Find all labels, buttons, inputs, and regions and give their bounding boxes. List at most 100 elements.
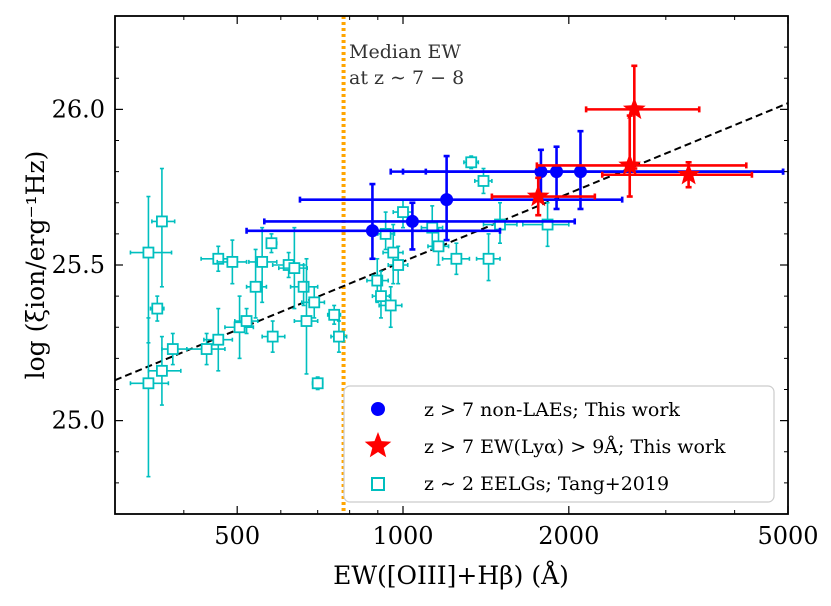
eelg-marker bbox=[384, 299, 397, 312]
eelg-marker bbox=[375, 290, 387, 303]
eelg-marker bbox=[465, 156, 478, 169]
legend-marker-star bbox=[364, 432, 392, 458]
eelg-marker bbox=[541, 218, 554, 231]
median-annotation-line2: at z ∼ 7 − 8 bbox=[349, 67, 464, 89]
lae-star-marker bbox=[622, 97, 646, 120]
eelg-marker bbox=[266, 330, 279, 343]
series-0-point-0 bbox=[245, 182, 502, 261]
eelg-marker bbox=[311, 377, 324, 390]
eelg-marker bbox=[240, 315, 253, 327]
series-2-point-3 bbox=[129, 317, 170, 478]
legend-label-lae-stars: z > 7 EW(Lyα) > 9Å; This work bbox=[424, 436, 726, 458]
series-2-point-35 bbox=[473, 167, 493, 195]
x-tick-label: 2000 bbox=[538, 522, 599, 550]
lae-star-marker bbox=[677, 162, 700, 185]
series-2-point-17 bbox=[278, 226, 309, 310]
legend-marker-circle bbox=[371, 402, 385, 416]
series-2-point-10 bbox=[224, 295, 255, 360]
series-2-point-38 bbox=[521, 201, 570, 248]
eelg-marker bbox=[379, 227, 392, 240]
legend-label-non-lae: z > 7 non-LAEs; This work bbox=[424, 399, 680, 421]
legend-markers bbox=[364, 402, 392, 491]
eelg-marker bbox=[256, 255, 269, 268]
series-2-point-14 bbox=[265, 233, 278, 254]
series-2-point-11 bbox=[233, 307, 259, 335]
eelg-marker bbox=[156, 215, 168, 228]
axis-ticks: 500 1000 2000 5000 25.0 25.5 26.0 bbox=[52, 16, 819, 550]
eelg-marker bbox=[297, 280, 310, 293]
series-2-point-0 bbox=[129, 195, 173, 344]
series-2-point-9 bbox=[203, 307, 234, 372]
eelg-marker bbox=[477, 175, 490, 187]
eelg-marker bbox=[450, 252, 463, 265]
series-2-point-5 bbox=[161, 332, 188, 366]
legend: z > 7 non-LAEs; This work z > 7 EW(Lyα) … bbox=[343, 385, 775, 503]
eelg-marker bbox=[432, 240, 445, 253]
legend-marker-square bbox=[371, 477, 385, 491]
series-1-point-2 bbox=[490, 176, 597, 217]
eelg-marker bbox=[249, 280, 262, 293]
eelg-marker bbox=[333, 330, 345, 343]
lae-star-marker bbox=[526, 184, 550, 207]
eelg-marker bbox=[142, 377, 155, 390]
y-axis-label: log (ξion/erg⁻¹Hz) bbox=[21, 151, 50, 380]
eelg-marker bbox=[233, 321, 246, 334]
x-tick-label: 500 bbox=[214, 522, 260, 550]
non-lae-marker bbox=[365, 224, 379, 238]
eelg-marker bbox=[166, 343, 179, 355]
legend-label-eelgs: z ∼ 2 EELGs; Tang+2019 bbox=[424, 473, 669, 495]
series-0 bbox=[245, 129, 785, 261]
eelg-marker bbox=[392, 259, 405, 271]
series-2-point-2 bbox=[149, 295, 165, 322]
eelg-marker bbox=[397, 206, 409, 218]
series-0-point-5 bbox=[424, 129, 785, 211]
x-tick-label: 5000 bbox=[757, 522, 818, 550]
series-2-point-13 bbox=[248, 226, 278, 304]
non-lae-marker bbox=[440, 193, 454, 207]
series-0-point-1 bbox=[263, 201, 577, 251]
eelg-marker bbox=[482, 252, 495, 265]
y-tick-label: 25.0 bbox=[52, 407, 105, 435]
series-1-point-0 bbox=[584, 64, 701, 170]
median-annotation-line1: Median EW bbox=[349, 41, 461, 63]
series-2-point-4 bbox=[147, 335, 182, 406]
eelg-marker bbox=[212, 333, 225, 346]
series-1-point-1 bbox=[535, 114, 748, 198]
series-1-point-3 bbox=[600, 160, 754, 189]
series-2-point-25 bbox=[371, 270, 391, 319]
legend-box bbox=[343, 385, 775, 503]
non-lae-marker bbox=[405, 214, 419, 228]
series-2-point-21 bbox=[311, 376, 324, 391]
series-2-point-19 bbox=[293, 257, 319, 375]
series-2-point-22 bbox=[326, 304, 342, 325]
series-2-point-6 bbox=[185, 332, 226, 366]
series-2-point-33 bbox=[441, 242, 471, 276]
series-2-point-8 bbox=[216, 239, 248, 285]
series-2-point-36 bbox=[475, 233, 501, 282]
series-2-point-29 bbox=[387, 245, 409, 285]
eelg-marker bbox=[142, 246, 155, 259]
x-tick-label: 1000 bbox=[372, 522, 433, 550]
series-2-point-12 bbox=[245, 248, 268, 319]
series-2 bbox=[129, 155, 570, 478]
eelg-marker bbox=[288, 262, 301, 275]
eelg-marker bbox=[328, 308, 341, 321]
eelg-marker bbox=[156, 364, 168, 377]
lae-star-marker bbox=[618, 153, 642, 176]
eelg-marker bbox=[308, 296, 321, 309]
series-2-point-23 bbox=[330, 320, 348, 353]
series-2-point-1 bbox=[151, 167, 176, 288]
non-lae-marker bbox=[573, 165, 587, 179]
eelg-marker bbox=[387, 246, 400, 259]
series-0-point-2 bbox=[298, 154, 624, 242]
series-1 bbox=[490, 64, 754, 217]
series-2-point-32 bbox=[427, 226, 450, 266]
plot-area bbox=[115, 16, 788, 514]
series-2-point-30 bbox=[392, 198, 414, 229]
eelg-marker bbox=[226, 255, 239, 268]
series-2-point-34 bbox=[463, 155, 480, 170]
series-2-point-15 bbox=[261, 320, 286, 353]
y-tick-label: 26.0 bbox=[52, 95, 105, 123]
y-tick-label: 25.5 bbox=[52, 251, 105, 279]
